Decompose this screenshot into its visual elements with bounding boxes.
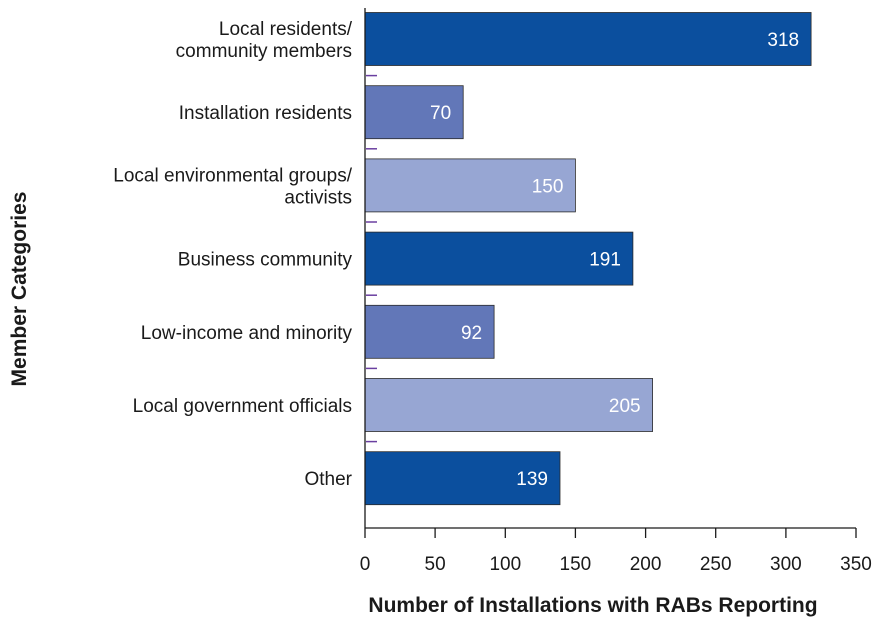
category-separators [366, 74, 377, 443]
bar-value-label: 150 [532, 176, 564, 197]
category-label: Local environmental groups/activists [113, 165, 352, 208]
x-tick-label: 250 [700, 554, 732, 575]
bar [364, 231, 634, 286]
x-ticks: 0 50 100 150 200 250 300 350 [360, 528, 872, 575]
category-label: Local government officials [133, 396, 352, 417]
bar [364, 451, 561, 506]
category-label: Business community [178, 250, 353, 271]
x-tick-label: 200 [630, 554, 662, 575]
bar-value-label: 70 [430, 103, 451, 124]
category-label: Local residents/community members [176, 19, 353, 62]
x-tick-label: 50 [425, 554, 446, 575]
x-tick-label: 300 [770, 554, 802, 575]
y-axis-title: Member Categories [8, 192, 31, 387]
x-tick-label: 100 [489, 554, 521, 575]
value-labels: 318 70 150 191 92 205 139 [430, 30, 799, 490]
bar [364, 378, 654, 432]
bar-value-label: 318 [767, 30, 799, 51]
x-tick-label: 0 [360, 554, 371, 575]
category-labels: Local residents/community members Install… [113, 19, 352, 490]
axes [364, 8, 856, 529]
category-label: Installation residents [179, 103, 352, 124]
category-label: Low-income and minority [141, 323, 353, 344]
bar [364, 158, 576, 213]
x-axis-title: Number of Installations with RABs Report… [368, 594, 817, 617]
bar [364, 12, 812, 66]
bar-value-label: 191 [589, 250, 621, 271]
bar-value-label: 139 [516, 469, 548, 490]
bar-value-label: 205 [609, 396, 641, 417]
bars-layer [364, 12, 812, 506]
x-tick-label: 350 [840, 554, 872, 575]
bar [364, 304, 495, 359]
bar-value-label: 92 [461, 323, 482, 344]
bar [364, 85, 464, 140]
category-label: Other [304, 469, 352, 490]
x-tick-label: 150 [560, 554, 592, 575]
